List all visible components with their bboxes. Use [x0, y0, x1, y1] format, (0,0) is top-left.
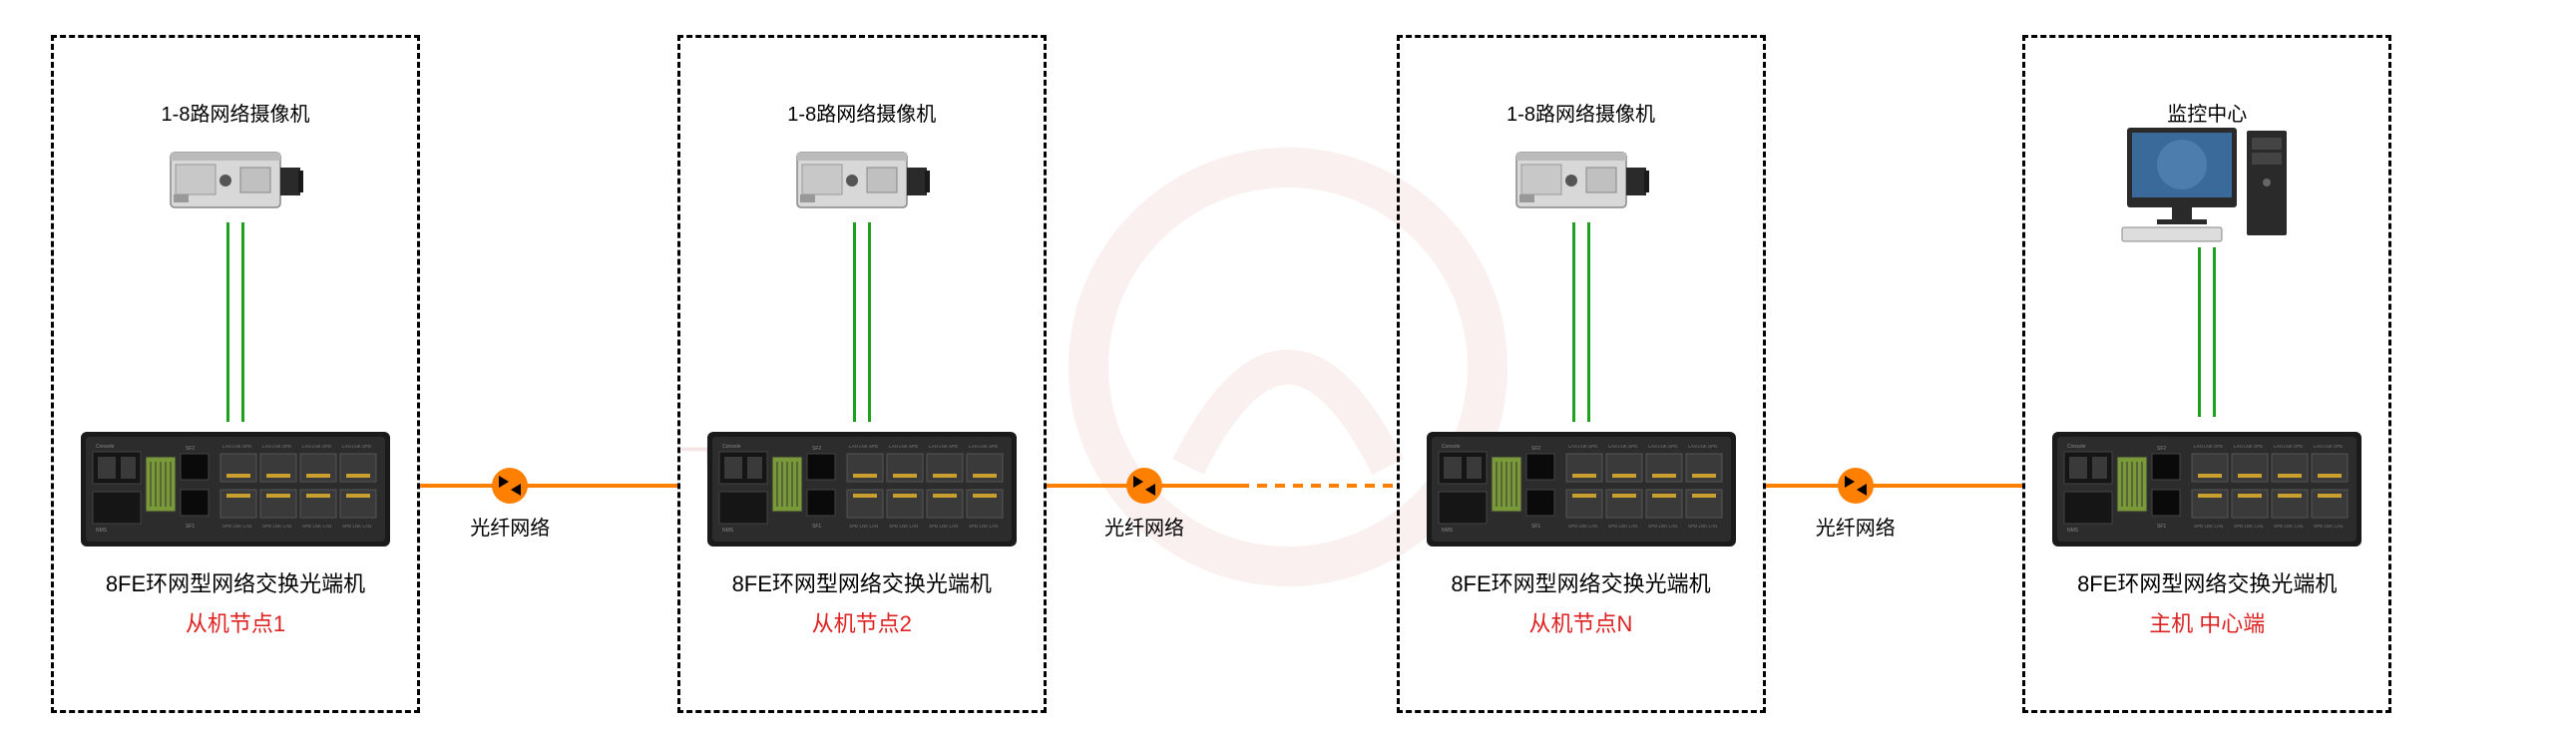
node-box-node1: 1-8路网络摄像机 8FE环网型网络交换光端机从机节点1 [51, 35, 420, 713]
fiber-connector-icon [492, 468, 528, 504]
fiber-link: 光纤网络 [420, 454, 677, 524]
fiber-link: 光纤网络 [1047, 454, 1397, 524]
node-box-node2: 1-8路网络摄像机 8FE环网型网络交换光端机从机节点2 [677, 35, 1047, 713]
role-label: 从机节点2 [812, 606, 912, 638]
ethernet-link-lines [226, 222, 244, 422]
monitor-icon [2117, 123, 2297, 247]
role-label: 主机 中心端 [2149, 606, 2265, 638]
ethernet-link-lines [853, 222, 871, 422]
camera-icon [792, 133, 932, 227]
node-box-nodeN: 1-8路网络摄像机 8FE环网型网络交换光端机从机节点N [1397, 35, 1766, 713]
switch-device [1427, 432, 1736, 551]
device-label: 8FE环网型网络交换光端机 [106, 566, 365, 598]
device-label: 8FE环网型网络交换光端机 [732, 566, 992, 598]
fiber-link: 光纤网络 [1766, 454, 2023, 524]
camera-icon [166, 133, 305, 227]
fiber-connector-icon [1838, 468, 1874, 504]
ethernet-link-lines [2198, 247, 2216, 417]
fiber-link-label: 光纤网络 [470, 512, 550, 541]
node-top-label: 1-8路网络摄像机 [1506, 98, 1655, 127]
switch-device [81, 432, 390, 551]
device-label: 8FE环网型网络交换光端机 [2077, 566, 2337, 598]
fiber-link-label: 光纤网络 [1816, 512, 1896, 541]
node-top-label: 1-8路网络摄像机 [787, 98, 936, 127]
ethernet-link-lines [1572, 222, 1590, 422]
switch-device [707, 432, 1017, 551]
fiber-link-label: 光纤网络 [1104, 512, 1184, 541]
device-label: 8FE环网型网络交换光端机 [1451, 566, 1710, 598]
node-box-center: 监控中心8FE环网型网络交换光端机主机 中心端 [2022, 35, 2391, 713]
camera-icon [1511, 133, 1651, 227]
node-top-label: 1-8路网络摄像机 [162, 98, 310, 127]
role-label: 从机节点N [1529, 606, 1633, 638]
switch-device [2052, 432, 2361, 551]
role-label: 从机节点1 [186, 606, 285, 638]
fiber-connector-icon [1126, 468, 1162, 504]
